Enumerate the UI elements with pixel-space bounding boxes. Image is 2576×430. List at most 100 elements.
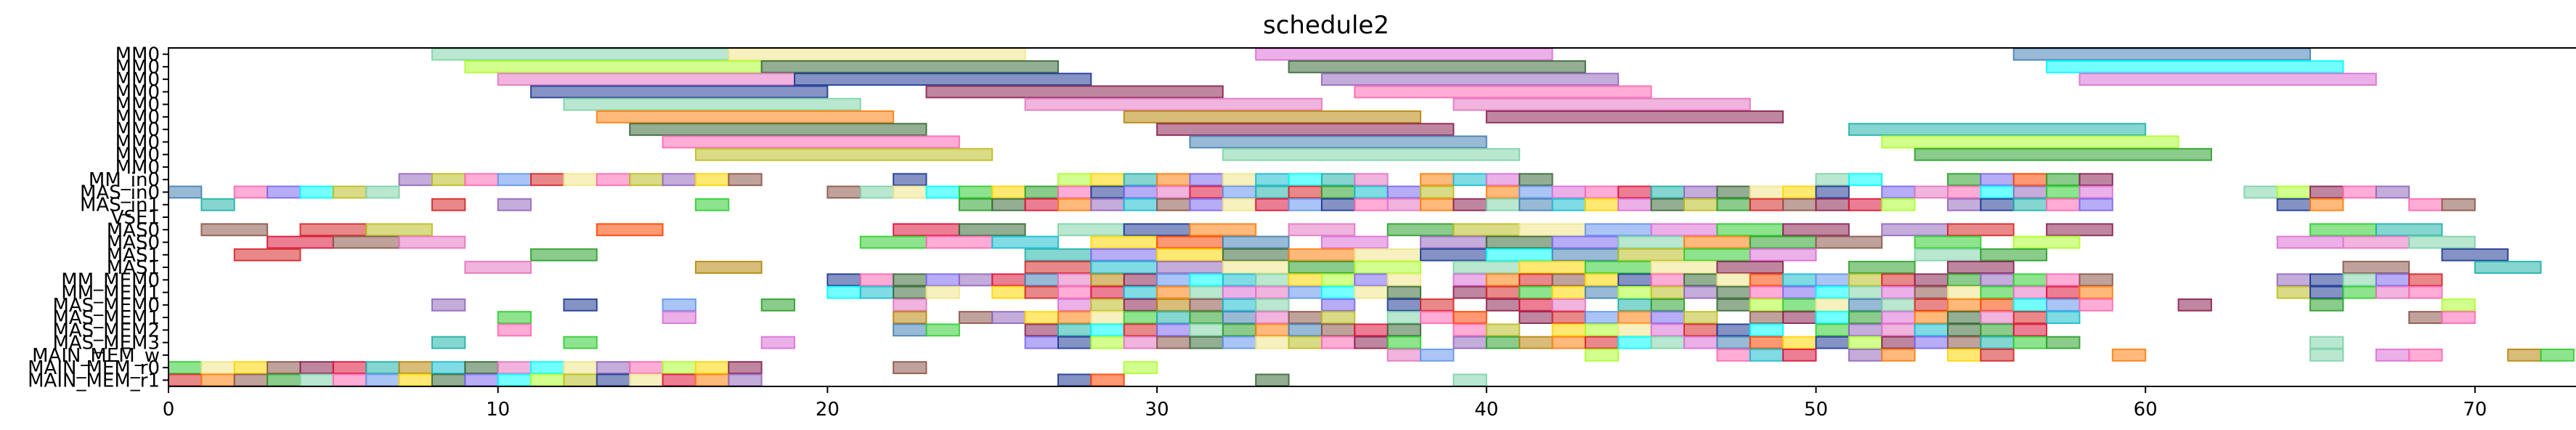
task-bar [168,185,203,199]
task-bar [2079,198,2113,211]
task-bar [1354,185,1389,199]
task-bar [728,361,763,375]
y-tick-label: MM0 [115,44,160,66]
task-bar [1057,373,1092,387]
task-bar [2012,285,2048,299]
task-bar [1320,73,1620,86]
task-bar [1485,248,1553,261]
task-bar [2408,235,2476,249]
task-bar [1288,223,1356,237]
task-bar [1090,185,1125,199]
y-tick-label: MAIN_MEM_w [32,345,160,367]
task-bar [464,60,763,73]
task-bar [1749,235,1817,249]
task-bar [332,185,367,199]
task-bar [1716,336,1751,349]
task-bar [1386,311,1422,325]
task-bar [563,336,598,349]
task-bar [596,373,631,387]
task-bar [2276,285,2312,299]
task-bar [1749,298,1784,312]
task-bar [1519,223,1586,237]
task-bar [1946,348,1982,362]
task-bar [925,235,994,249]
task-bar [233,248,301,261]
task-bar [2079,298,2113,312]
task-bar [1485,323,1521,337]
task-bar [1156,235,1224,249]
task-bar [1222,336,1257,349]
task-bar [2012,235,2081,249]
task-bar [365,361,400,375]
task-bar [1156,323,1191,337]
task-bar [2012,173,2048,187]
task-bar [925,273,960,287]
task-bar [1946,336,1982,349]
task-bar [1255,273,1290,287]
task-bar [1815,285,1850,299]
task-bar [1980,273,2015,287]
task-bar [1914,323,1949,337]
task-bar [1090,285,1125,299]
task-bar [1123,336,1158,349]
task-bar [1749,336,1784,349]
task-bar [1420,348,1455,362]
task-bar [1255,336,1290,349]
y-tick-label: MM0 [115,131,160,153]
task-bar [1123,311,1158,325]
task-bar [2046,298,2081,312]
task-bar [925,85,1224,99]
task-bar [1090,248,1158,261]
task-bar [1156,198,1191,211]
task-bar [1354,336,1389,349]
task-bar [1551,248,1620,261]
task-bar [1914,235,1982,249]
task-bar [2012,336,2048,349]
task-bar [1156,285,1191,299]
task-bar [1123,198,1158,211]
task-bar [1189,223,1257,237]
task-bar [1024,97,1322,111]
task-bar [1617,336,1652,349]
task-bar [2309,273,2344,287]
task-bar [200,373,235,387]
task-bar [2309,336,2344,349]
task-bar [1288,323,1322,337]
task-bar [2375,348,2410,362]
y-tick-label: MM_MEM0 [61,269,160,291]
task-bar [1452,261,1521,274]
task-bar [1189,323,1224,337]
task-bar [1617,311,1652,325]
task-bar [694,261,763,274]
task-bar [662,298,696,312]
task-bar [1881,273,1916,287]
task-bar [1881,223,1949,237]
task-bar [826,285,861,299]
chart-title: schedule2 [1263,11,1389,40]
task-bar [497,323,532,337]
task-bar [1749,285,1784,299]
task-bar [893,285,927,299]
task-bar [2046,198,2081,211]
y-tick-label: MM0 [115,119,160,141]
task-bar [1519,198,1553,211]
task-bar [1354,285,1389,299]
task-bar [893,323,927,337]
task-bar [1946,198,1982,211]
task-bar [694,198,730,211]
task-bar [1057,223,1125,237]
task-bar [859,273,895,287]
task-bar [1881,348,1916,362]
task-bar [1683,185,1718,199]
task-bar [1519,311,1553,325]
task-bar [1255,285,1290,299]
y-tick-label: MM0 [115,94,160,116]
task-bar [1584,336,1620,349]
task-bar [464,361,499,375]
task-bar [1815,235,1883,249]
task-bar [1156,298,1191,312]
task-bar [1815,336,1850,349]
task-bar [1189,285,1224,299]
task-bar [1320,198,1356,211]
task-bar [497,361,532,375]
